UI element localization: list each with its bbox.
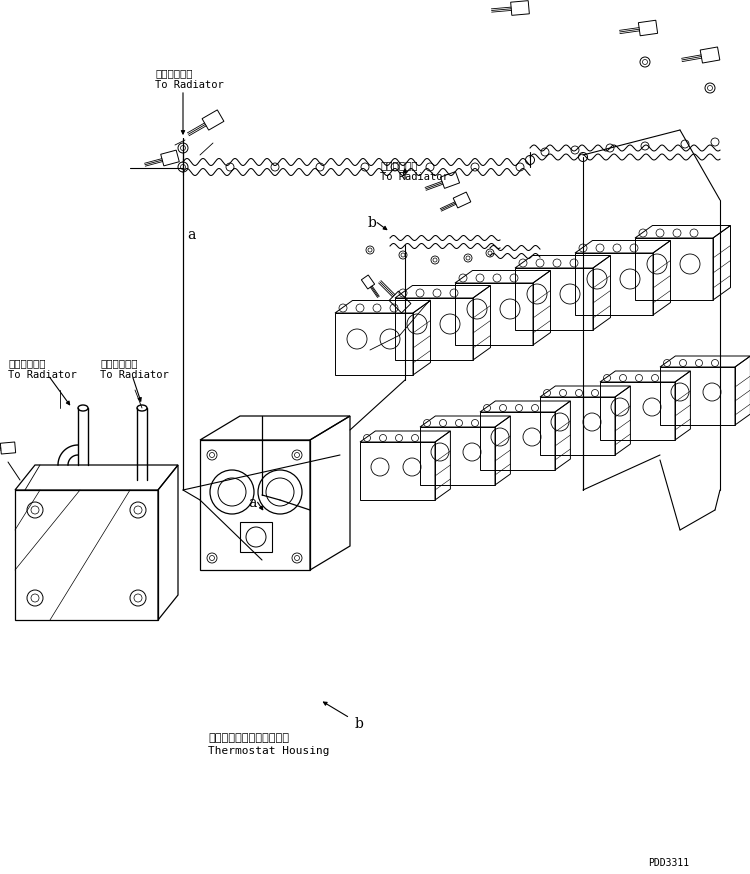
Text: ラジエータへ: ラジエータへ bbox=[380, 160, 418, 170]
Text: b: b bbox=[355, 717, 364, 731]
Text: PDD3311: PDD3311 bbox=[648, 858, 689, 868]
Text: To Radiator: To Radiator bbox=[380, 172, 448, 182]
Text: To Radiator: To Radiator bbox=[155, 80, 224, 90]
Text: a: a bbox=[187, 228, 195, 242]
Text: b: b bbox=[368, 216, 376, 230]
Text: To Radiator: To Radiator bbox=[100, 370, 169, 380]
Text: ラジエータへ: ラジエータへ bbox=[100, 358, 137, 368]
Text: ラジエータへ: ラジエータへ bbox=[155, 68, 193, 78]
Text: Thermostat Housing: Thermostat Housing bbox=[208, 746, 329, 756]
Text: a: a bbox=[248, 496, 256, 510]
Text: ラジエータへ: ラジエータへ bbox=[8, 358, 46, 368]
Text: サーモスタットハウジング: サーモスタットハウジング bbox=[208, 733, 289, 743]
Text: To Radiator: To Radiator bbox=[8, 370, 76, 380]
